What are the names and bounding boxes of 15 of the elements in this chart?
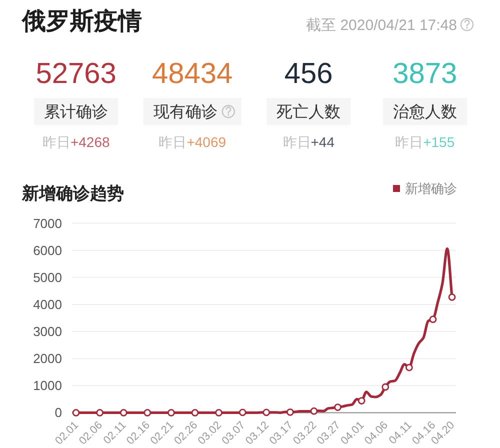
- annotation: 昨日+44: [282, 134, 334, 150]
- annotation: 死亡人数: [276, 104, 341, 121]
- subtitle: 截至 2020/04/21 17:48: [306, 17, 457, 34]
- annotation: 昨日+4268: [42, 134, 110, 150]
- annotation: 昨日+4069: [158, 134, 226, 150]
- annotation: 3873: [392, 58, 458, 90]
- title: 新增确诊趋势: [22, 184, 124, 203]
- annotation: 昨日+155: [395, 134, 455, 150]
- annotation: 现有确诊: [153, 104, 218, 121]
- title: 俄罗斯疫情: [22, 8, 142, 35]
- annotation: 456: [284, 58, 333, 90]
- annotation: 48434: [152, 58, 233, 90]
- annotation: 治愈人数: [392, 104, 457, 121]
- annotation: 52763: [36, 58, 116, 90]
- annotation: 累计确诊: [44, 104, 108, 121]
